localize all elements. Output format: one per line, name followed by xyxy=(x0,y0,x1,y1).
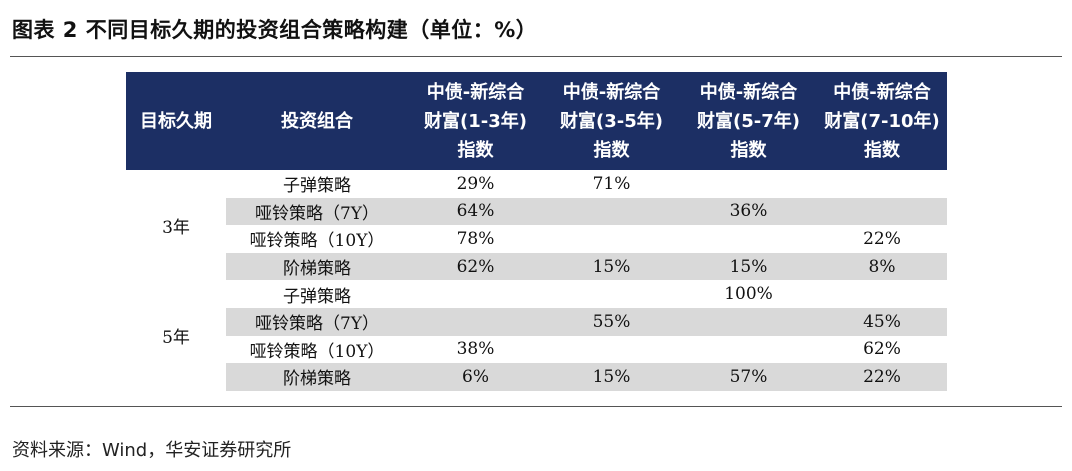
header-index-5-7y: 中债-新综合 财富(5-7年) 指数 xyxy=(697,81,800,161)
weight-cell: 36% xyxy=(729,201,768,222)
bottom-rule xyxy=(10,406,1062,407)
target-duration-label: 5年 xyxy=(162,328,190,349)
weight-cell: 38% xyxy=(456,339,495,360)
table-row: 子弹策略 29% 71% xyxy=(126,170,947,198)
portfolio-name-cell: 子弹策略 xyxy=(283,286,351,307)
weight-cell: 8% xyxy=(868,256,896,277)
weight-cell: 71% xyxy=(592,173,631,194)
portfolio-name-cell: 阶梯策略 xyxy=(283,259,351,280)
portfolio-name-cell: 哑铃策略（10Y） xyxy=(249,341,385,362)
weight-cell xyxy=(543,280,680,308)
weight-cell xyxy=(817,280,947,308)
figure-title: 图表 2 不同目标久期的投资组合策略构建（单位：%） xyxy=(12,18,538,42)
table-body: 子弹策略 29% 71% 哑铃策略（7Y） 64% 36% 哑铃策略（10Y） 78% 22% 阶… xyxy=(126,170,947,391)
weight-cell xyxy=(408,280,543,308)
weight-cell: 6% xyxy=(462,366,489,387)
strategy-table: 目标久期 投资组合 中债-新综合 财富(1-3年) 指数 中债-新综合 财富(3… xyxy=(126,72,947,391)
table-row: 子弹策略 100% xyxy=(126,280,947,308)
weight-cell xyxy=(817,170,947,198)
weight-cell: 45% xyxy=(863,311,901,332)
weight-cell xyxy=(543,225,680,253)
table-row: 阶梯策略 62% 15% 15% 8% xyxy=(126,252,947,281)
weight-cell: 62% xyxy=(863,339,901,360)
header-target-duration: 目标久期 xyxy=(140,110,212,132)
table-row: 哑铃策略（10Y） 38% 62% xyxy=(126,336,947,364)
weight-cell xyxy=(680,225,817,253)
row-group: 子弹策略 100% 哑铃策略（7Y） 55% 45% 哑铃策略（10Y） 38% 62% 阶梯策… xyxy=(126,280,947,391)
weight-cell: 29% xyxy=(456,173,495,194)
table-header: 目标久期 投资组合 中债-新综合 财富(1-3年) 指数 中债-新综合 财富(3… xyxy=(126,72,947,170)
weight-cell: 62% xyxy=(456,256,495,277)
weight-cell: 57% xyxy=(729,366,768,387)
table-row: 阶梯策略 6% 15% 57% 22% xyxy=(126,363,947,391)
header-portfolio: 投资组合 xyxy=(281,110,353,132)
header-index-1-3y: 中债-新综合 财富(1-3年) 指数 xyxy=(424,81,527,161)
weight-cell: 22% xyxy=(863,366,901,387)
weight-cell: 15% xyxy=(592,366,631,387)
target-duration-label: 3年 xyxy=(162,217,190,238)
header-index-3-5y: 中债-新综合 财富(3-5年) 指数 xyxy=(560,81,663,161)
weight-cell xyxy=(408,308,543,336)
weight-cell xyxy=(543,198,680,226)
weight-cell: 100% xyxy=(724,284,773,305)
weight-cell: 55% xyxy=(592,311,631,332)
table-row: 哑铃策略（7Y） 64% 36% xyxy=(126,197,947,226)
table-row: 哑铃策略（7Y） 55% 45% xyxy=(126,307,947,336)
portfolio-name-cell: 哑铃策略（10Y） xyxy=(249,231,385,252)
weight-cell: 22% xyxy=(863,228,901,249)
source-note: 资料来源：Wind，华安证券研究所 xyxy=(12,440,292,461)
weight-cell xyxy=(680,336,817,364)
weight-cell: 15% xyxy=(729,256,768,277)
weight-cell xyxy=(817,198,947,226)
weight-cell: 15% xyxy=(592,256,631,277)
row-group: 子弹策略 29% 71% 哑铃策略（7Y） 64% 36% 哑铃策略（10Y） 78% 22% 阶… xyxy=(126,170,947,281)
portfolio-name-cell: 子弹策略 xyxy=(283,176,351,197)
portfolio-name-cell: 哑铃策略（7Y） xyxy=(254,203,380,224)
weight-cell: 78% xyxy=(456,228,495,249)
weight-cell: 64% xyxy=(456,201,495,222)
weight-cell xyxy=(680,308,817,336)
header-index-7-10y: 中债-新综合 财富(7-10年) 指数 xyxy=(824,81,940,161)
top-rule xyxy=(10,56,1062,57)
weight-cell xyxy=(543,336,680,364)
weight-cell xyxy=(680,170,817,198)
portfolio-name-cell: 阶梯策略 xyxy=(283,369,351,390)
table-row: 哑铃策略（10Y） 78% 22% xyxy=(126,225,947,253)
portfolio-name-cell: 哑铃策略（7Y） xyxy=(254,314,380,335)
